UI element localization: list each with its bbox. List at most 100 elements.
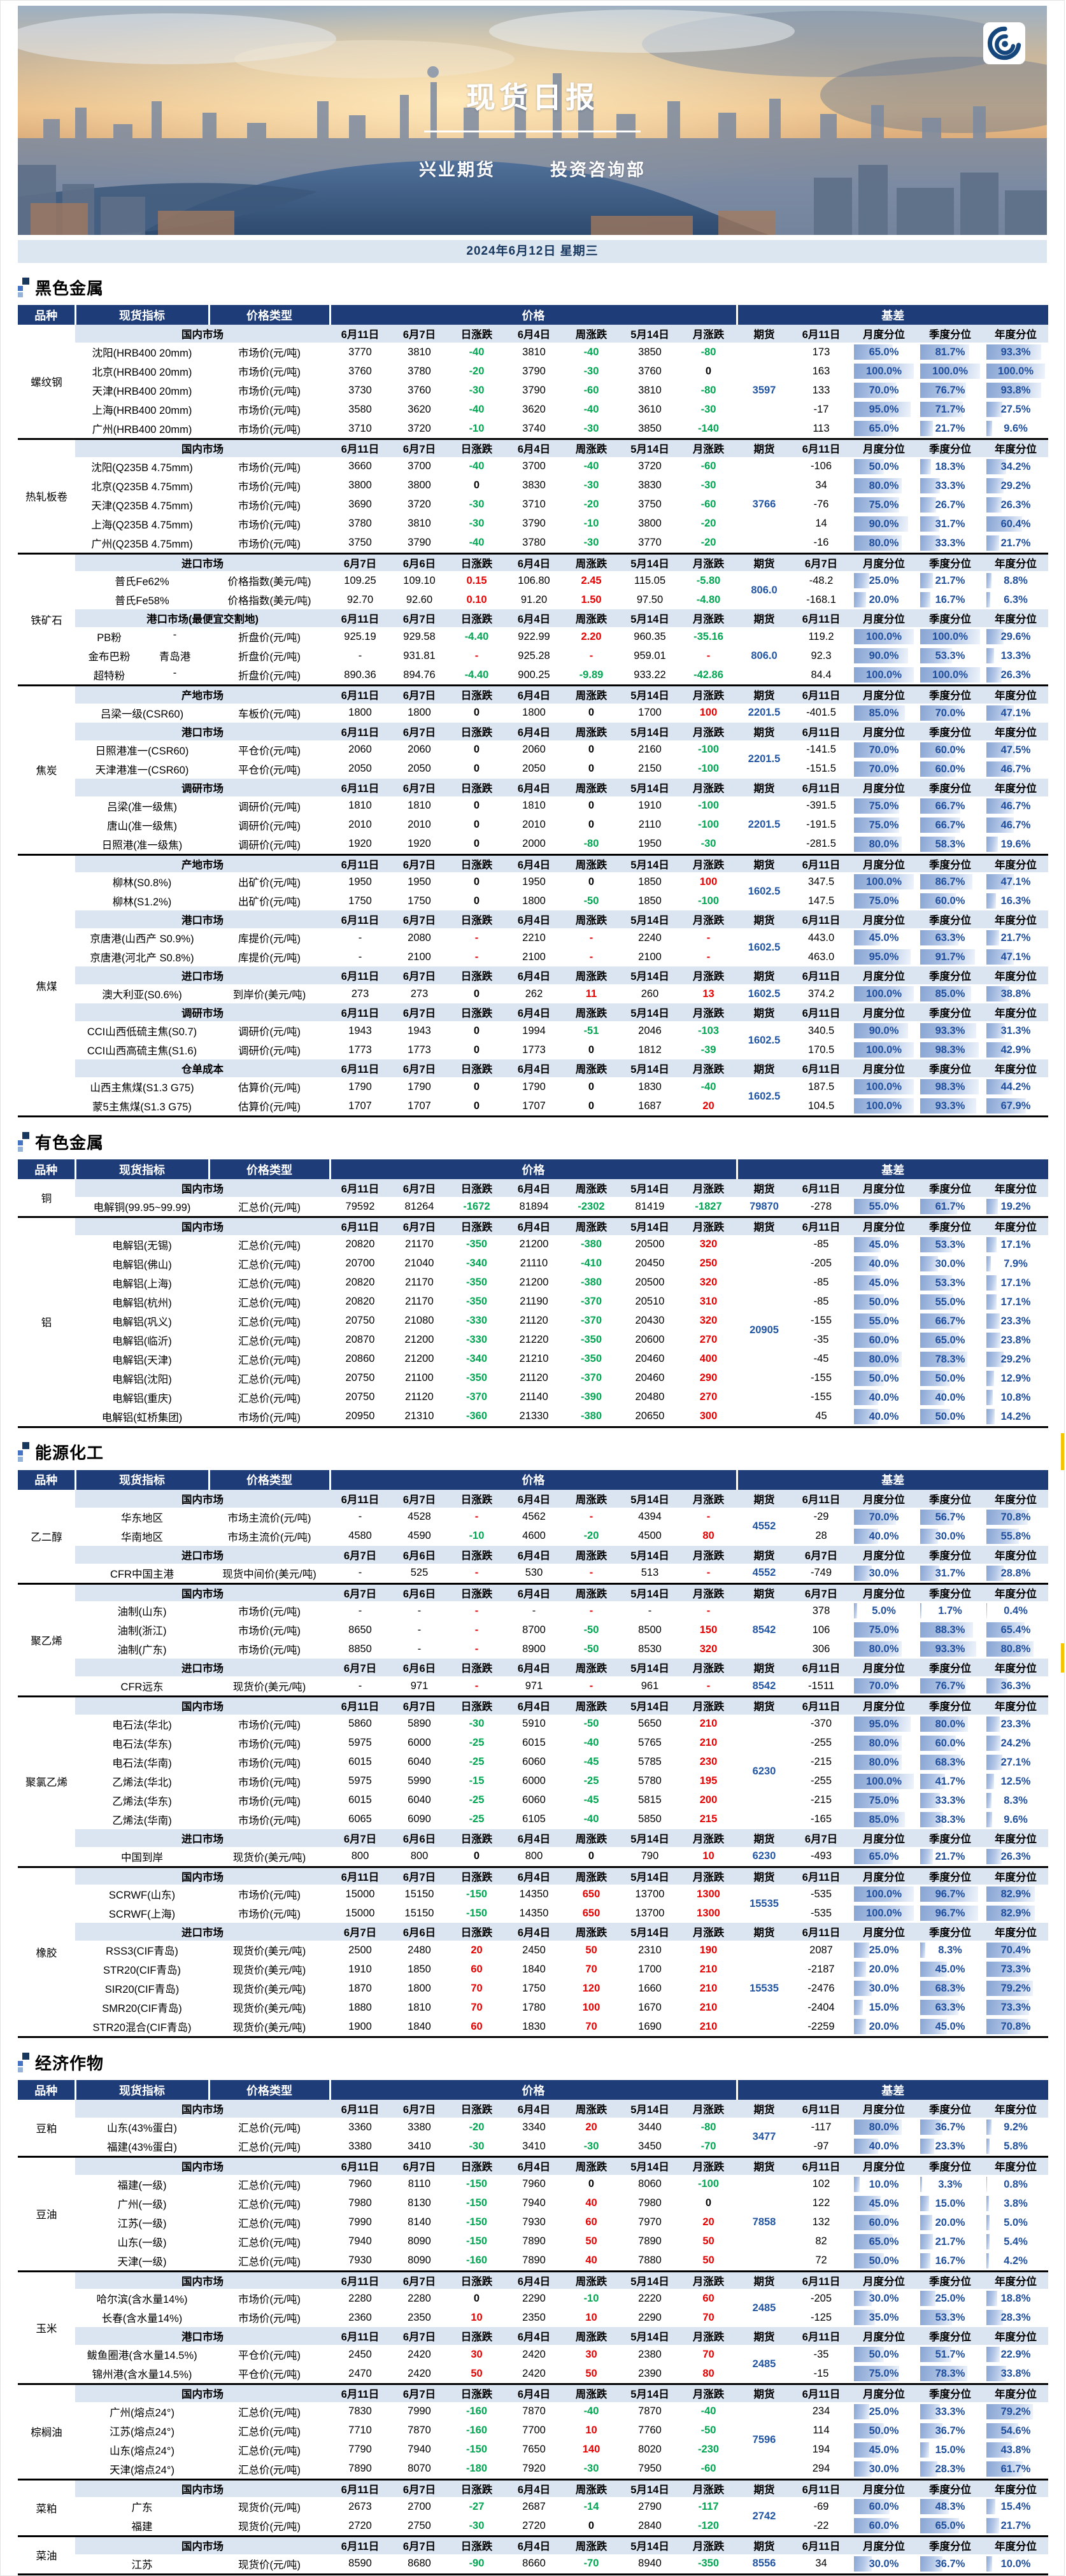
market-label: 国内市场	[75, 2271, 330, 2289]
column-header-price-type: 价格类型	[209, 1470, 330, 1490]
basis-value-cell: -141.5	[792, 740, 851, 760]
change-value-cell: -30	[448, 1715, 505, 1734]
indicator-location: -	[142, 629, 208, 644]
column-date-header: 6月4日	[505, 723, 563, 740]
basis-value-cell: -45	[792, 1350, 851, 1369]
price-type-cell: 市场价(元/吨)	[209, 2308, 330, 2327]
table-row: 京唐港(山西产 S0.9%)库提价(元/吨)-2080-2210-2240-16…	[18, 928, 1048, 947]
price-value-cell: 262	[505, 984, 563, 1003]
percentile-value: 5.4%	[986, 2234, 1045, 2249]
percentile-cell: 18.3%	[917, 457, 983, 476]
percentile-cell: 25.0%	[851, 571, 917, 590]
column-date-header: 季度分位	[917, 1697, 983, 1715]
change-value-cell: -45	[563, 1791, 620, 1810]
indicator-cell: 江苏(熔点24°)	[75, 2421, 209, 2440]
change-value-cell: 120	[563, 1979, 620, 1998]
price-value-cell: 2046	[620, 1021, 680, 1040]
indicator-cell: 京唐港(河北产 S0.8%)	[75, 947, 209, 966]
percentile-cell: 60.0%	[917, 760, 983, 779]
change-value-cell: -	[563, 1564, 620, 1584]
price-type-cell: 市场价(元/吨)	[209, 2289, 330, 2308]
indicator-cell: 金布巴粉青岛港	[75, 646, 209, 665]
indicator-cell: RSS3(CIF青岛)	[75, 1941, 209, 1960]
price-value-cell: 1660	[620, 1979, 680, 1998]
percentile-value: 70.0%	[854, 1678, 914, 1694]
change-value-cell: -	[680, 1564, 737, 1584]
percentile-cell: 0.4%	[983, 1601, 1048, 1620]
column-date-header: 年度分位	[983, 1829, 1048, 1847]
percentile-cell: 100.0%	[851, 1077, 917, 1096]
percentile-value: 60.0%	[854, 1333, 914, 1348]
percentile-cell: 47.1%	[983, 704, 1048, 723]
basis-value-cell: 34	[792, 2554, 851, 2575]
change-value-cell: 10	[448, 2308, 505, 2327]
price-type-cell: 市场价(元/吨)	[209, 514, 330, 534]
column-date-header: 6月11日	[330, 2157, 390, 2175]
indicator-cell: 京唐港(山西产 S0.9%)	[75, 928, 209, 947]
percentile-cell: 12.5%	[983, 1772, 1048, 1791]
change-value-cell: 210	[680, 1960, 737, 1979]
percentile-cell: 36.7%	[917, 2118, 983, 2137]
percentile-cell: 93.3%	[917, 1639, 983, 1659]
column-header-indicator: 现货指标	[75, 1159, 209, 1179]
percentile-value: 78.3%	[920, 2366, 980, 2381]
column-date-header: 期货	[737, 1059, 792, 1077]
indicator-cell: 山东(43%蛋白)	[75, 2118, 209, 2137]
column-date-header: 年度分位	[983, 609, 1048, 627]
percentile-value: 30.0%	[920, 1256, 980, 1271]
percentile-cell: 21.7%	[917, 2232, 983, 2251]
column-date-header: 月涨跌	[680, 553, 737, 571]
price-value-cell: 20820	[330, 1273, 390, 1292]
column-date-header: 6月11日	[330, 2271, 390, 2289]
brand-logo	[983, 22, 1025, 64]
basis-value-cell: -2259	[792, 2017, 851, 2037]
change-value-cell: 50	[448, 2364, 505, 2384]
change-value-cell: -5.80	[680, 571, 737, 590]
column-date-header: 周涨跌	[563, 1659, 620, 1676]
price-value-cell: 21100	[390, 1369, 448, 1388]
price-type-cell: 现货价(美元/吨)	[209, 1960, 330, 1979]
column-date-header: 6月7日	[330, 553, 390, 571]
percentile-value: 60.0%	[920, 742, 980, 758]
variety-cell: 螺纹钢	[18, 325, 75, 439]
section-header: 经济作物	[18, 2049, 1064, 2075]
change-value-cell: -4.40	[448, 665, 505, 686]
price-type-cell: 汇总价(元/吨)	[209, 2459, 330, 2480]
price-value-cell: 3380	[330, 2137, 390, 2157]
price-value-cell: 1910	[330, 1960, 390, 1979]
basis-value-cell: 234	[792, 2402, 851, 2421]
indicator-cell: 江苏(一级)	[75, 2213, 209, 2232]
column-header-price-type: 价格类型	[209, 1159, 330, 1179]
change-value-cell: -40	[563, 343, 620, 362]
column-date-header: 期货	[737, 1829, 792, 1847]
price-value-cell: 7960	[330, 2175, 390, 2194]
percentile-value: 5.8%	[986, 2139, 1045, 2154]
column-date-header: 年度分位	[983, 966, 1048, 984]
price-value-cell: 20820	[330, 1235, 390, 1254]
price-value-cell: 5860	[330, 1715, 390, 1734]
change-value-cell: -10	[563, 2289, 620, 2308]
percentile-cell: 40.0%	[851, 1407, 917, 1427]
change-value-cell: -	[448, 947, 505, 966]
price-value-cell: 3710	[505, 495, 563, 514]
column-date-header: 期货	[737, 439, 792, 457]
column-date-header: 6月4日	[505, 1179, 563, 1197]
change-value-cell: 0	[448, 872, 505, 891]
percentile-value: 56.7%	[920, 1510, 980, 1525]
percentile-value: 41.7%	[920, 1774, 980, 1789]
percentile-value: 85.0%	[920, 986, 980, 1001]
futures-price-cell: 4552	[737, 1564, 792, 1584]
basis-value-cell: -168.1	[792, 590, 851, 609]
indicator-cell: 乙烯法(华东)	[75, 1791, 209, 1810]
basis-value-cell: -125	[792, 2308, 851, 2327]
price-type-cell: 现货中间价(美元/吨)	[209, 1564, 330, 1584]
